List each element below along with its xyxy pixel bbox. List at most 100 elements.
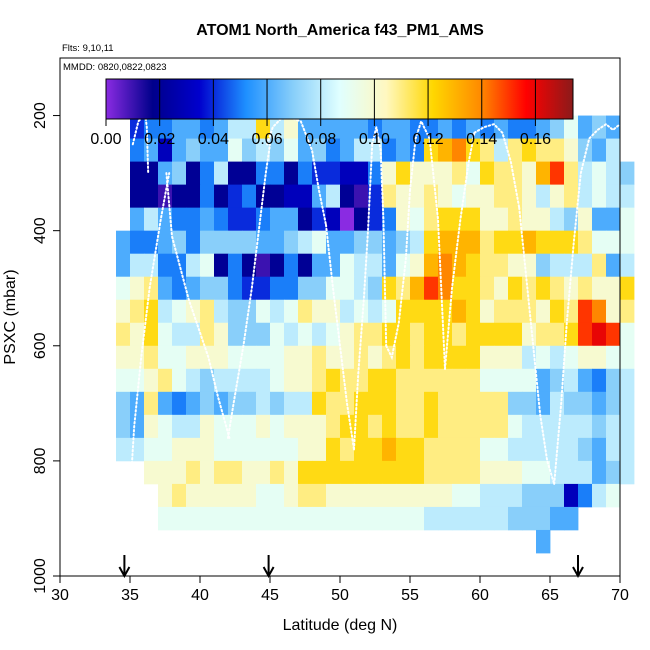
heatmap-cell <box>480 322 495 347</box>
heatmap-cell <box>340 207 355 232</box>
heatmap-cell <box>578 138 593 162</box>
heatmap-cell <box>550 138 565 162</box>
heatmap-cell <box>522 345 537 370</box>
heatmap-cell <box>522 483 537 508</box>
heatmap-cell <box>466 161 481 186</box>
heatmap-cell <box>466 115 481 139</box>
heatmap-cell <box>228 483 243 508</box>
heatmap-cell <box>312 138 327 162</box>
heatmap-cell <box>326 161 341 186</box>
heatmap-cell <box>284 115 299 139</box>
heatmap-cell <box>396 115 411 139</box>
profile-track <box>325 223 355 451</box>
y-tick-label: 800 <box>32 447 49 474</box>
heatmap-cell <box>606 138 621 162</box>
heatmap-cell <box>368 161 383 186</box>
heatmap-cell <box>550 391 565 416</box>
heatmap-cell <box>452 138 467 162</box>
heatmap-cell <box>592 230 607 255</box>
heatmap-cell <box>200 230 215 255</box>
heatmap-cell <box>116 253 131 278</box>
heatmap-cell <box>172 460 187 485</box>
heatmap-cell <box>368 345 383 370</box>
colorbar: 0.00 0.02 0.04 0.06 0.08 0.10 0.12 0.14 0.16 <box>90 78 574 148</box>
heatmap-cell <box>214 345 229 370</box>
heatmap-cell <box>578 184 593 209</box>
heatmap-cell <box>354 368 369 393</box>
heatmap-cell <box>438 253 453 278</box>
heatmap-cell <box>592 138 607 162</box>
heatmap-cell <box>326 391 341 416</box>
heatmap-cell <box>606 368 621 393</box>
heatmap-cell <box>438 391 453 416</box>
heatmap-cell <box>158 345 173 370</box>
heatmap-cell <box>522 115 537 139</box>
heatmap-cell <box>270 207 285 232</box>
heatmap-cell <box>354 345 369 370</box>
heatmap-cell <box>158 253 173 278</box>
heatmap-cell <box>354 460 369 485</box>
heatmap-cell <box>466 276 481 301</box>
heatmap-cell <box>452 414 467 439</box>
heatmap-cell <box>130 368 145 393</box>
heatmap-cell <box>284 207 299 232</box>
y-axis: 200 400 600 800 1000 <box>32 102 60 594</box>
heatmap-cell <box>242 414 257 439</box>
heatmap-cell <box>592 460 607 485</box>
heatmap-cell <box>438 184 453 209</box>
heatmap-cell <box>116 230 131 255</box>
heatmap-cell <box>200 345 215 370</box>
heatmap-cell <box>564 391 579 416</box>
heatmap-cell <box>200 391 215 416</box>
heatmap-cell <box>186 391 201 416</box>
heatmap-cell <box>214 322 229 347</box>
heatmap-cell <box>620 207 635 232</box>
heatmap-cell <box>424 460 439 485</box>
heatmap-cell <box>522 276 537 301</box>
heatmap-cell <box>368 253 383 278</box>
heatmap-cell <box>256 345 271 370</box>
x-tick-label: 55 <box>401 587 419 604</box>
heatmap-cell <box>536 322 551 347</box>
heatmap-cell <box>242 253 257 278</box>
heatmap-cell <box>480 437 495 462</box>
heatmap-cell <box>424 161 439 186</box>
heatmap-cell <box>536 506 551 531</box>
heatmap-cell <box>410 414 425 439</box>
heatmap-cell <box>326 207 341 232</box>
heatmap-cell <box>116 299 131 324</box>
heatmap-cell <box>368 483 383 508</box>
heatmap-cell <box>438 115 453 139</box>
heatmap-cell <box>186 414 201 439</box>
heatmap-cell <box>312 414 327 439</box>
heatmap-cell <box>620 299 635 324</box>
heatmap-cell <box>494 368 509 393</box>
heatmap-cell <box>130 253 145 278</box>
heatmap-cell <box>508 322 523 347</box>
heatmap-cell <box>480 161 495 186</box>
heatmap-cell <box>130 138 145 162</box>
heatmap-cell <box>326 460 341 485</box>
y-axis-label: PSXC (mbar) <box>2 269 19 364</box>
heatmap-cell <box>256 322 271 347</box>
heatmap-cell <box>494 391 509 416</box>
heatmap-cell <box>396 437 411 462</box>
heatmap-cell <box>130 276 145 301</box>
heatmap-cell <box>284 460 299 485</box>
heatmap-cell <box>592 483 607 508</box>
heatmap-cell <box>564 184 579 209</box>
profile-markers <box>118 555 584 579</box>
colorbar-tick-label: 0.10 <box>359 131 390 148</box>
heatmap-cell <box>550 184 565 209</box>
heatmap-cell <box>354 506 369 531</box>
heatmap-cell <box>620 391 635 416</box>
heatmap-cell <box>158 115 173 139</box>
heatmap-cell <box>592 253 607 278</box>
heatmap-cell <box>424 345 439 370</box>
heatmap-cell <box>410 253 425 278</box>
heatmap-cell <box>228 207 243 232</box>
profile-track <box>553 122 621 485</box>
x-tick-label: 60 <box>471 587 489 604</box>
profile-marker-arrowhead <box>572 566 584 579</box>
heatmap-cell <box>326 299 341 324</box>
